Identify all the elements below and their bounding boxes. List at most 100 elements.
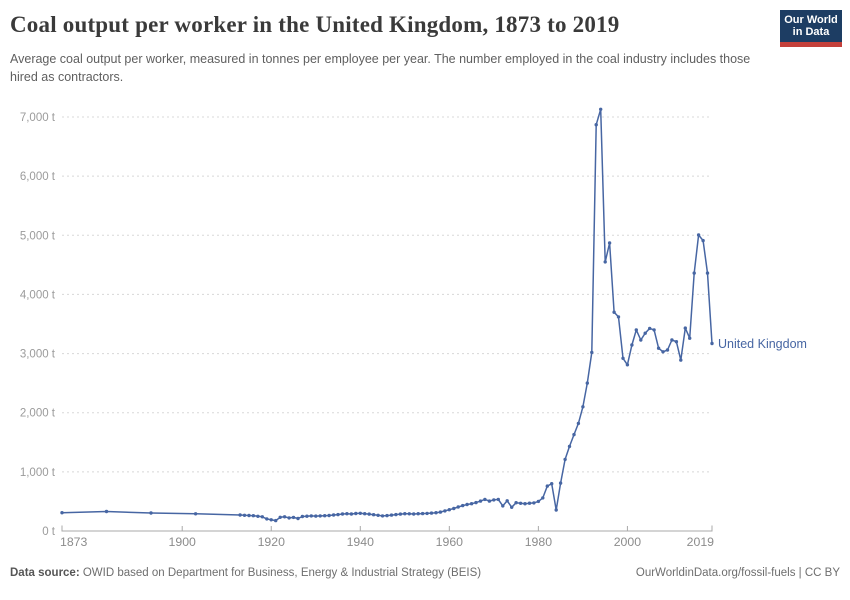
data-point-marker[interactable]	[149, 511, 153, 515]
data-point-marker[interactable]	[305, 514, 309, 518]
data-point-marker[interactable]	[465, 502, 469, 507]
data-point-marker[interactable]	[554, 508, 558, 512]
data-point-marker[interactable]	[505, 499, 509, 503]
data-point-marker[interactable]	[345, 512, 349, 516]
data-point-marker[interactable]	[674, 340, 679, 344]
data-point-marker[interactable]	[309, 514, 313, 518]
data-point-marker[interactable]	[318, 514, 322, 518]
data-point-marker[interactable]	[670, 338, 674, 342]
data-point-marker[interactable]	[242, 513, 247, 517]
data-point-marker[interactable]	[327, 513, 331, 518]
data-point-marker[interactable]	[278, 515, 282, 519]
data-point-marker[interactable]	[510, 505, 514, 509]
data-point-marker[interactable]	[380, 514, 385, 518]
data-point-marker[interactable]	[518, 501, 523, 505]
data-point-marker[interactable]	[590, 350, 594, 355]
data-point-marker[interactable]	[550, 482, 554, 486]
data-point-marker[interactable]	[323, 514, 327, 518]
data-point-marker[interactable]	[193, 512, 198, 516]
data-point-marker[interactable]	[701, 238, 705, 243]
data-point-marker[interactable]	[349, 512, 354, 516]
data-point-marker[interactable]	[523, 502, 527, 506]
owid-logo[interactable]: Our World in Data	[780, 10, 842, 47]
data-point-marker[interactable]	[60, 511, 64, 515]
data-point-marker[interactable]	[443, 509, 447, 513]
data-point-marker[interactable]	[478, 499, 483, 503]
data-point-marker[interactable]	[665, 348, 670, 352]
data-point-marker[interactable]	[407, 512, 411, 516]
data-point-marker[interactable]	[438, 510, 443, 514]
data-point-marker[interactable]	[434, 511, 438, 515]
data-point-marker[interactable]	[527, 501, 532, 505]
data-point-marker[interactable]	[679, 358, 683, 362]
data-point-marker[interactable]	[291, 515, 296, 520]
data-point-marker[interactable]	[683, 326, 687, 330]
data-point-marker[interactable]	[599, 107, 603, 112]
data-point-marker[interactable]	[314, 514, 318, 518]
data-point-marker[interactable]	[572, 432, 576, 437]
data-point-marker[interactable]	[247, 513, 251, 518]
data-point-marker[interactable]	[541, 496, 545, 500]
data-point-marker[interactable]	[354, 511, 358, 516]
data-point-marker[interactable]	[612, 310, 616, 314]
data-point-marker[interactable]	[251, 514, 256, 518]
data-point-marker[interactable]	[621, 356, 625, 360]
data-point-marker[interactable]	[501, 504, 505, 508]
data-point-marker[interactable]	[643, 331, 647, 335]
data-point-marker[interactable]	[274, 518, 278, 523]
data-point-marker[interactable]	[567, 444, 572, 449]
data-point-marker[interactable]	[492, 498, 496, 502]
uk-series-line[interactable]	[61, 108, 713, 522]
series-end-label[interactable]: United Kingdom	[718, 337, 807, 351]
data-point-marker[interactable]	[514, 501, 518, 505]
data-point-marker[interactable]	[616, 315, 621, 319]
data-point-marker[interactable]	[265, 517, 269, 521]
data-point-marker[interactable]	[412, 512, 416, 516]
data-point-marker[interactable]	[389, 513, 394, 517]
data-point-marker[interactable]	[661, 350, 665, 354]
data-point-marker[interactable]	[648, 326, 652, 331]
data-point-marker[interactable]	[461, 503, 465, 508]
data-point-marker[interactable]	[652, 328, 656, 332]
data-point-marker[interactable]	[282, 515, 287, 519]
data-point-marker[interactable]	[358, 511, 362, 515]
data-point-marker[interactable]	[496, 497, 500, 502]
data-point-marker[interactable]	[607, 241, 612, 245]
data-point-marker[interactable]	[705, 271, 710, 275]
data-point-marker[interactable]	[300, 514, 305, 519]
data-point-marker[interactable]	[594, 123, 598, 127]
data-point-marker[interactable]	[425, 511, 429, 516]
data-point-marker[interactable]	[269, 518, 273, 522]
data-point-marker[interactable]	[456, 505, 460, 509]
data-point-marker[interactable]	[394, 512, 398, 517]
data-point-marker[interactable]	[403, 512, 407, 516]
data-point-marker[interactable]	[634, 328, 638, 332]
data-point-marker[interactable]	[603, 260, 607, 264]
data-point-marker[interactable]	[710, 341, 714, 346]
data-point-marker[interactable]	[331, 513, 336, 517]
data-point-marker[interactable]	[625, 363, 630, 367]
data-point-marker[interactable]	[336, 512, 340, 517]
data-point-marker[interactable]	[260, 515, 264, 519]
data-point-marker[interactable]	[447, 508, 451, 512]
data-point-marker[interactable]	[287, 516, 291, 520]
data-point-marker[interactable]	[363, 512, 367, 516]
data-point-marker[interactable]	[398, 512, 403, 516]
data-point-marker[interactable]	[371, 513, 376, 517]
data-point-marker[interactable]	[630, 343, 634, 347]
data-point-marker[interactable]	[688, 336, 692, 340]
data-point-marker[interactable]	[452, 506, 456, 511]
data-point-marker[interactable]	[367, 512, 371, 516]
data-point-marker[interactable]	[385, 513, 389, 518]
data-point-marker[interactable]	[581, 405, 585, 409]
data-point-marker[interactable]	[532, 501, 536, 505]
data-point-marker[interactable]	[296, 516, 300, 521]
data-point-marker[interactable]	[536, 499, 541, 504]
data-point-marker[interactable]	[429, 511, 434, 515]
data-point-marker[interactable]	[656, 346, 661, 350]
data-point-marker[interactable]	[487, 499, 492, 503]
data-point-marker[interactable]	[376, 513, 380, 517]
owid-url-link[interactable]: OurWorldinData.org/fossil-fuels	[635, 567, 796, 579]
data-point-marker[interactable]	[420, 511, 425, 516]
data-point-marker[interactable]	[585, 381, 589, 385]
